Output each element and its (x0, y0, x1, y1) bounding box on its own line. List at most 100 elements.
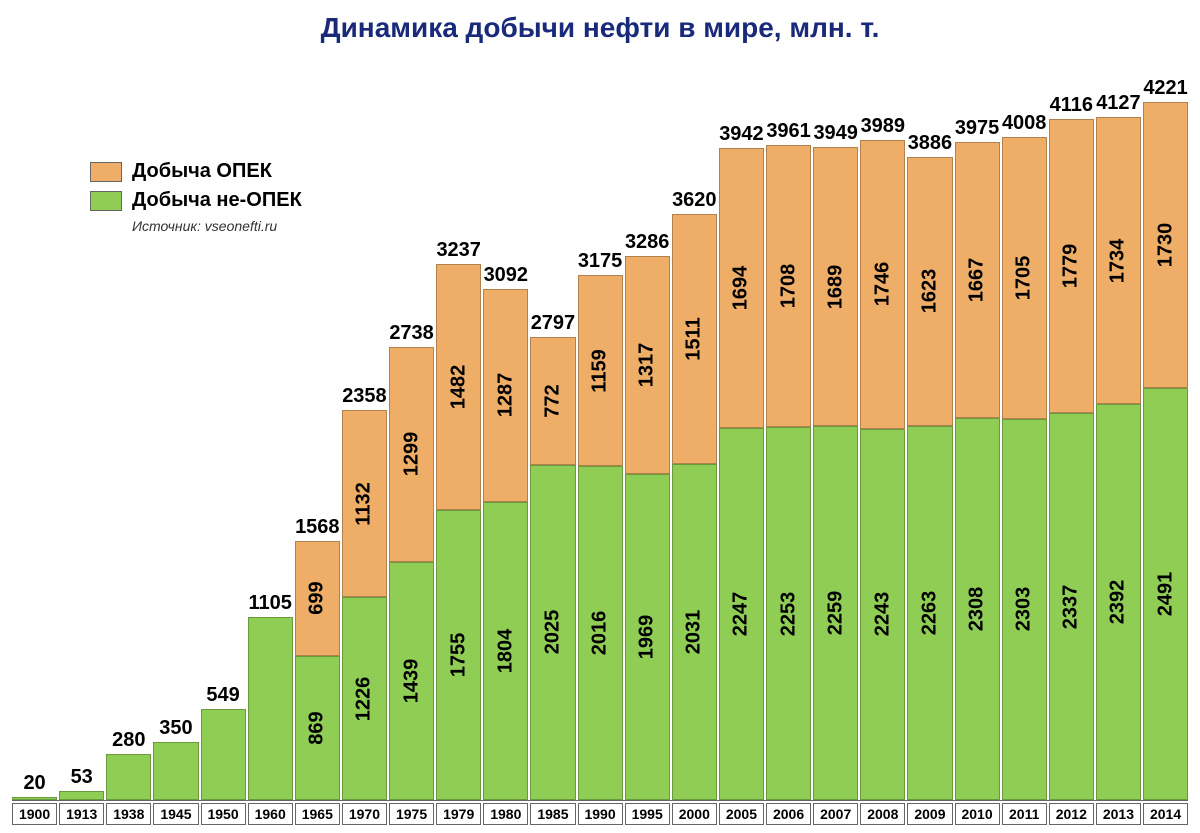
x-axis-label: 2010 (955, 803, 1000, 825)
bar-segment-non-opec-label: 2259 (824, 591, 847, 636)
x-axis-label: 1965 (295, 803, 340, 825)
x-axis: 1900191319381945195019601965197019751979… (12, 803, 1188, 825)
x-axis-label: 2014 (1143, 803, 1188, 825)
chart-title: Динамика добычи нефти в мире, млн. т. (10, 12, 1190, 44)
bar-segment-opec-label: 1667 (966, 258, 989, 303)
bar-total-label: 2738 (389, 322, 434, 345)
bar-segment-opec: 1623 (907, 157, 952, 426)
bar: 3975 1667 2308 (955, 73, 1000, 800)
x-axis-label: 1985 (530, 803, 575, 825)
bar: 412717342392 (1096, 73, 1141, 800)
bar-segment-non-opec: 2031 (672, 464, 717, 800)
bar: 1105 (248, 73, 293, 800)
bar-segment-non-opec: 2392 (1096, 404, 1141, 800)
x-axis-label: 2000 (672, 803, 717, 825)
x-axis-label: 1995 (625, 803, 670, 825)
bar-segment-non-opec (153, 742, 198, 800)
bar-total-label: 3886 (907, 132, 952, 155)
bar-segment-non-opec (201, 709, 246, 800)
x-axis-label: 1975 (389, 803, 434, 825)
bar-segment-opec-label: 1705 (1013, 256, 1036, 301)
bar: 2797 772 2025 (530, 73, 575, 800)
bar: 411617792337 (1049, 73, 1094, 800)
bar-segment-opec-label: 1708 (777, 264, 800, 309)
bar: 362015112031 (672, 73, 717, 800)
bar: 1568699869 (295, 73, 340, 800)
x-axis-label: 1980 (483, 803, 528, 825)
bar: 350 (153, 73, 198, 800)
bar-segment-non-opec: 2303 (1002, 419, 1047, 800)
bar-segment-non-opec-label: 1969 (636, 615, 659, 660)
bar-total-label: 4221 (1143, 77, 1188, 100)
bar-segment-non-opec-label: 2253 (777, 591, 800, 636)
bar-segment-opec: 1287 (483, 289, 528, 502)
bar-total-label: 3175 (578, 250, 623, 273)
bar-segment-opec: 1159 (578, 275, 623, 467)
bar-segment-opec-label: 1689 (824, 264, 847, 309)
bar-segment-opec-label: 1746 (871, 262, 894, 307)
bar-segment-non-opec-label: 869 (306, 711, 329, 744)
bar: 398917462243 (860, 73, 905, 800)
bar-segment-non-opec: 2016 (578, 466, 623, 800)
bar-total-label: 3092 (483, 264, 528, 287)
bar-segment-opec-label: 772 (541, 384, 564, 417)
bar-segment-opec: 1734 (1096, 117, 1141, 404)
bar-total-label: 4116 (1049, 94, 1094, 117)
bar-total-label: 549 (201, 684, 246, 707)
x-axis-label: 2012 (1049, 803, 1094, 825)
bar-segment-non-opec: 1439 (389, 562, 434, 800)
bar-segment-non-opec-label: 2025 (541, 610, 564, 655)
bar-segment-non-opec-label: 2247 (730, 592, 753, 637)
bar: 280 (106, 73, 151, 800)
bar-segment-non-opec (59, 791, 104, 800)
bar: 549 (201, 73, 246, 800)
bar-segment-non-opec-label: 1804 (494, 629, 517, 674)
chart-area: 2053280350549110515686998692358113212262… (12, 73, 1188, 825)
bar-segment-non-opec: 1755 (436, 510, 481, 800)
x-axis-label: 2013 (1096, 803, 1141, 825)
bar-segment-non-opec-label: 2308 (966, 587, 989, 632)
bar-segment-non-opec-label: 2243 (871, 592, 894, 637)
bar-segment-non-opec: 1804 (483, 502, 528, 800)
bar-segment-opec: 1708 (766, 145, 811, 428)
bar-total-label: 3286 (625, 231, 670, 254)
bar-segment-opec: 1317 (625, 256, 670, 474)
bar-segment-non-opec: 2243 (860, 429, 905, 800)
bar: 32861317 1969 (625, 73, 670, 800)
bar: 396117082253 (766, 73, 811, 800)
bar-segment-opec-label: 1623 (918, 269, 941, 314)
bar-total-label: 350 (153, 717, 198, 740)
bar-segment-opec: 1511 (672, 214, 717, 464)
x-axis-label: 2005 (719, 803, 764, 825)
bar: 400817052303 (1002, 73, 1047, 800)
bar-segment-non-opec-label: 2031 (683, 610, 706, 655)
bar-segment-non-opec-label: 2016 (589, 611, 612, 656)
x-axis-label: 1900 (12, 803, 57, 825)
bar: 422117302491 (1143, 73, 1188, 800)
x-axis-label: 1945 (153, 803, 198, 825)
bar: 53 (59, 73, 104, 800)
bar-segment-non-opec (106, 754, 151, 800)
bar-segment-opec-label: 1694 (730, 266, 753, 311)
x-axis-label: 1960 (248, 803, 293, 825)
bar-segment-non-opec-label: 2303 (1013, 587, 1036, 632)
bar-segment-non-opec: 2253 (766, 427, 811, 800)
bar-segment-non-opec: 869 (295, 656, 340, 800)
bar-segment-opec-label: 1299 (400, 432, 423, 477)
bar-total-label: 2358 (342, 385, 387, 408)
bar-total-label: 2797 (530, 312, 575, 335)
bar-total-label: 3975 (955, 117, 1000, 140)
bar-segment-opec: 1694 (719, 148, 764, 428)
bar-segment-opec-label: 1511 (683, 317, 706, 360)
x-axis-label: 2006 (766, 803, 811, 825)
x-axis-label: 1990 (578, 803, 623, 825)
bar-segment-non-opec: 2259 (813, 426, 858, 800)
bar: 388616232263 (907, 73, 952, 800)
bar-total-label: 1105 (248, 592, 293, 615)
bar-segment-opec-label: 1730 (1154, 222, 1177, 267)
bar-segment-non-opec-label: 2337 (1060, 584, 1083, 629)
bar-segment-opec: 1132 (342, 410, 387, 597)
x-axis-label: 2008 (860, 803, 905, 825)
bar: 31751159 2016 (578, 73, 623, 800)
bar-segment-opec: 1299 (389, 347, 434, 562)
